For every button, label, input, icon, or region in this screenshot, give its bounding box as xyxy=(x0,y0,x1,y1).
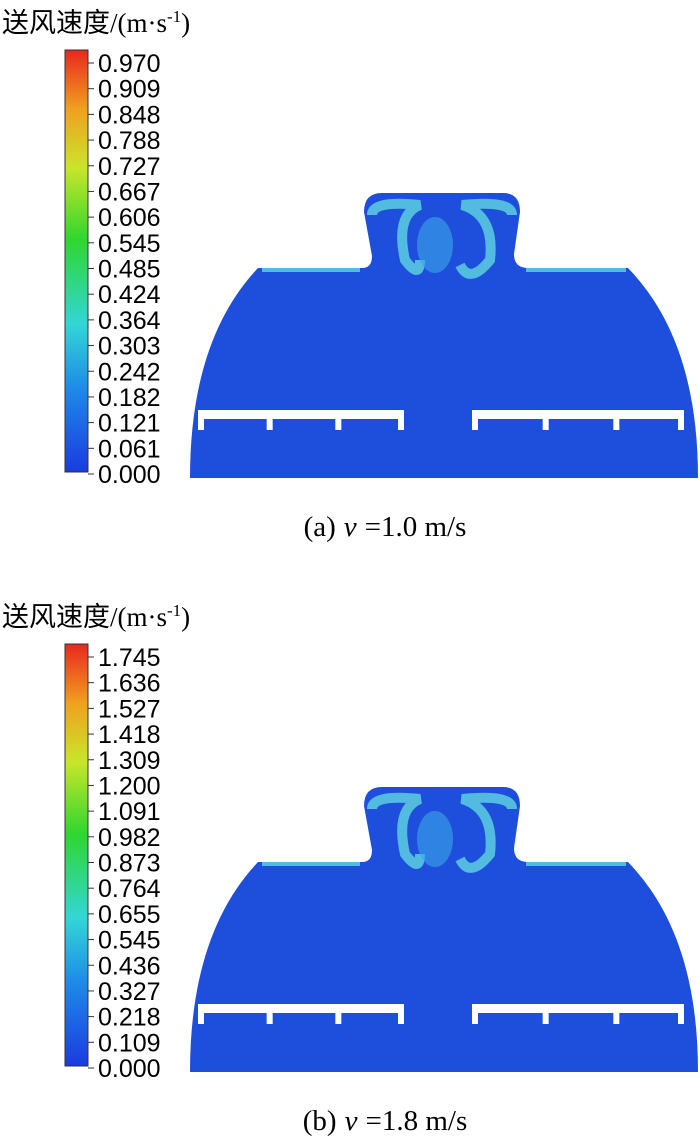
legend-title-sup: -1 xyxy=(167,7,181,26)
colorbar-tick-label: 1.527 xyxy=(98,695,161,723)
colorbar xyxy=(64,49,89,473)
legend-title-end: ) xyxy=(181,8,190,38)
colorbar-tick-label: 0.655 xyxy=(98,901,161,929)
flow-vortex xyxy=(367,198,425,275)
seat-leg xyxy=(542,410,549,430)
caption-value: =1.0 m/s xyxy=(365,511,467,543)
seat-leg xyxy=(198,410,204,430)
colorbar-tick-label: 0.727 xyxy=(98,153,161,181)
colorbar-tick-label: 0.327 xyxy=(98,978,161,1006)
colorbar-tick-label: 1.636 xyxy=(98,670,161,698)
legend-title-text: 送风速度/(m·s xyxy=(2,8,167,38)
seat-leg xyxy=(678,1004,684,1024)
seat-leg xyxy=(678,410,684,430)
colorbar-tick-label: 0.909 xyxy=(98,76,161,104)
seat-bar xyxy=(198,1004,404,1013)
legend-title-sup: -1 xyxy=(167,601,181,620)
legend-title: 送风速度/(m·s-1) xyxy=(2,601,190,632)
colorbar-tick-label: 0.970 xyxy=(98,50,161,78)
colorbar-tick-label: 0.000 xyxy=(98,1055,161,1083)
colorbar-tick-label: 0.000 xyxy=(98,461,161,489)
colorbar-tick-label: 0.545 xyxy=(98,927,161,955)
seat-leg xyxy=(613,410,620,430)
colorbar xyxy=(64,643,89,1067)
colorbar-tick-label: 0.606 xyxy=(98,204,161,232)
flow-vortex xyxy=(367,792,425,869)
flow-vortex xyxy=(455,198,517,279)
seat-bar xyxy=(472,410,684,419)
colorbar-tick-label: 0.364 xyxy=(98,307,161,335)
colorbar-tick-label: 0.182 xyxy=(98,384,161,412)
colorbar-tick-label: 0.121 xyxy=(98,410,161,438)
seat-leg xyxy=(542,1004,549,1024)
seat-leg xyxy=(335,1004,342,1024)
seat-leg xyxy=(198,1004,204,1024)
colorbar-tick-label: 1.745 xyxy=(98,644,161,672)
legend-title-end: ) xyxy=(181,602,190,632)
colorbar-tick-label: 0.873 xyxy=(98,850,161,878)
colorbar-tick-label: 0.218 xyxy=(98,1004,161,1032)
colorbar-tick-label: 0.242 xyxy=(98,358,161,386)
legend-title-text: 送风速度/(m·s xyxy=(2,602,167,632)
colorbar-tick-label: 0.436 xyxy=(98,952,161,980)
seat-leg xyxy=(398,410,404,430)
flow-core xyxy=(417,811,453,867)
seat-leg xyxy=(472,1004,478,1024)
caption-label: (b) xyxy=(303,1105,337,1137)
colorbar-tick-label: 0.485 xyxy=(98,256,161,284)
colorbar-tick-label: 0.545 xyxy=(98,230,161,258)
colorbar-tick-label: 0.667 xyxy=(98,178,161,206)
colorbar-tick-label: 1.309 xyxy=(98,747,161,775)
flow-core xyxy=(417,217,453,273)
panel: 送风速度/(m·s-1)0.9700.9090.8480.7880.7270.6… xyxy=(2,7,698,543)
colorbar-tick-label: 0.424 xyxy=(98,281,161,309)
colorbar-tick-label: 1.200 xyxy=(98,772,161,800)
caption-label: (a) xyxy=(304,511,336,543)
caption-var: v xyxy=(344,511,357,543)
caption: (a) v =1.0 m/s xyxy=(304,511,467,543)
seat-bar xyxy=(472,1004,684,1013)
caption: (b) v =1.8 m/s xyxy=(303,1105,467,1137)
seat-leg xyxy=(266,1004,273,1024)
seat-leg xyxy=(266,410,273,430)
contour-domain xyxy=(190,787,698,1072)
seat-leg xyxy=(398,1004,404,1024)
colorbar-tick-label: 1.091 xyxy=(98,798,161,826)
contour-domain xyxy=(190,193,698,478)
colorbar-tick-label: 0.109 xyxy=(98,1029,161,1057)
colorbar-tick-label: 0.764 xyxy=(98,875,161,903)
panel: 送风速度/(m·s-1) 1.7451.6361.5271.4181.3091.2… xyxy=(2,601,698,1137)
colorbar-tick-label: 0.061 xyxy=(98,435,161,463)
caption-value: =1.8 m/s xyxy=(365,1105,467,1137)
seat-leg xyxy=(472,410,478,430)
seat-leg xyxy=(335,410,342,430)
seat-bar xyxy=(198,410,404,419)
colorbar-tick-label: 0.788 xyxy=(98,127,161,155)
caption-var: v xyxy=(345,1105,358,1137)
flow-vortex xyxy=(455,792,517,873)
colorbar-tick-label: 1.418 xyxy=(98,721,161,749)
seat-leg xyxy=(613,1004,620,1024)
colorbar-tick-label: 0.982 xyxy=(98,824,161,852)
colorbar-tick-label: 0.303 xyxy=(98,333,161,361)
colorbar-tick-label: 0.848 xyxy=(98,101,161,129)
legend-title: 送风速度/(m·s-1) xyxy=(2,7,190,38)
